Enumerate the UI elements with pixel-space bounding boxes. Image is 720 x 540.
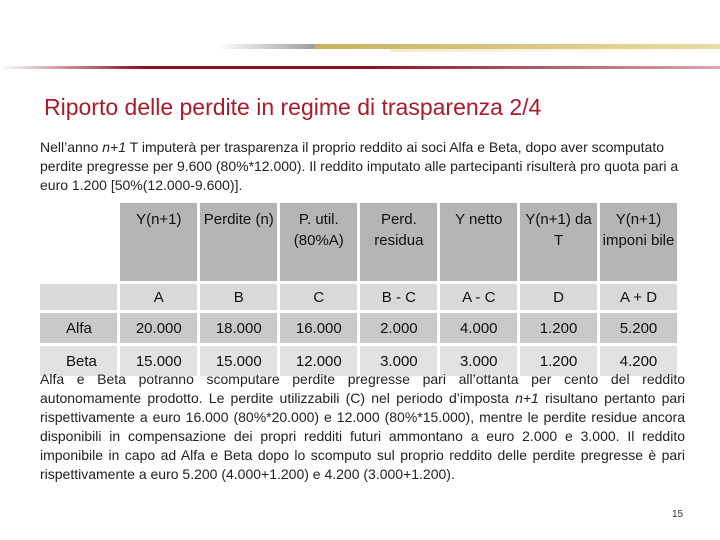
letter-cell: A + D [598, 281, 680, 312]
header-cell: P. util. (80%A) [278, 203, 361, 283]
header-cell: Perd. residua [358, 203, 441, 283]
header-blank-cell [40, 203, 121, 283]
letter-cell: A - C [438, 281, 521, 312]
table-cell: 1.200 [518, 343, 601, 376]
table-row: Beta 15.000 15.000 12.000 3.000 3.000 1.… [40, 343, 680, 376]
page-number: 15 [672, 509, 684, 520]
table-cell: 1.200 [518, 310, 601, 345]
decor-bar-gold [315, 44, 720, 49]
decor-bar-red [0, 66, 720, 69]
table-row: Alfa 20.000 18.000 16.000 2.000 4.000 1.… [40, 310, 680, 345]
header-cell: Y(n+1) imponi bile [598, 203, 680, 283]
table-cell: 3.000 [358, 343, 441, 376]
intro-text-2: T imputerà per trasparenza il proprio re… [40, 139, 679, 193]
body-text-1: Alfa e Beta potranno scomputare perdite … [40, 371, 685, 406]
table-cell: 12.000 [278, 343, 361, 376]
header-cell: Y(n+1) da T [518, 203, 601, 283]
intro-period: n+1 [102, 139, 127, 155]
letter-cell: B - C [358, 281, 441, 312]
table-cell: 5.200 [598, 310, 680, 345]
letter-blank-cell [40, 281, 121, 312]
table-header-row: Y(n+1) Perdite (n) P. util. (80%A) Perd.… [40, 203, 680, 283]
header-cell: Y netto [438, 203, 521, 283]
table-letter-row: A B C B - C A - C D A + D [40, 281, 680, 312]
table-cell: 15.000 [198, 343, 281, 376]
table-cell: 3.000 [438, 343, 521, 376]
decor-bar-gold-light [390, 49, 720, 52]
row-label: Alfa [40, 310, 121, 345]
header-cell: Perdite (n) [198, 203, 281, 283]
slide-title: Riporto delle perdite in regime di trasp… [44, 94, 542, 120]
body-period: n+1 [515, 390, 539, 406]
intro-text-1: Nell’anno [40, 139, 103, 155]
intro-paragraph: Nell’anno n+1 T imputerà per trasparenza… [40, 138, 688, 195]
losses-table: Y(n+1) Perdite (n) P. util. (80%A) Perd.… [40, 203, 680, 376]
letter-cell: C [278, 281, 361, 312]
explanation-paragraph: Alfa e Beta potranno scomputare perdite … [40, 370, 685, 484]
header-cell: Y(n+1) [118, 203, 201, 283]
letter-cell: A [118, 281, 201, 312]
body-text-2: risultano pertanto pari rispettivamente … [40, 390, 685, 482]
table-cell: 18.000 [198, 310, 281, 345]
letter-cell: D [518, 281, 601, 312]
table-cell: 16.000 [278, 310, 361, 345]
table-cell: 15.000 [118, 343, 201, 376]
table-cell: 4.200 [598, 343, 680, 376]
row-label: Beta [40, 343, 121, 376]
table-cell: 20.000 [118, 310, 201, 345]
table-cell: 2.000 [358, 310, 441, 345]
letter-cell: B [198, 281, 281, 312]
table-cell: 4.000 [438, 310, 521, 345]
